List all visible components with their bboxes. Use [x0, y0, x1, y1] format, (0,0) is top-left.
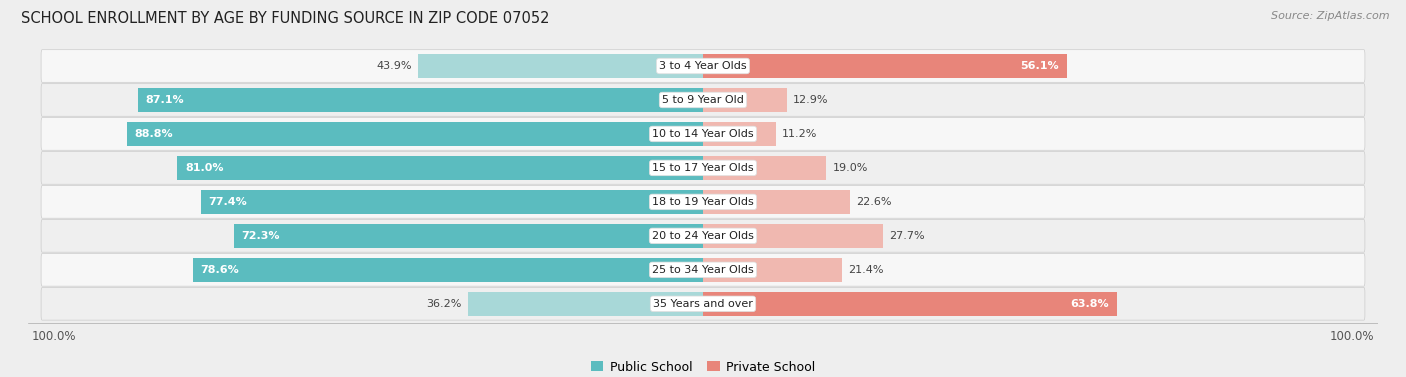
Bar: [201, 190, 703, 214]
Text: 78.6%: 78.6%: [201, 265, 239, 275]
Text: 43.9%: 43.9%: [377, 61, 412, 71]
Text: 87.1%: 87.1%: [146, 95, 184, 105]
FancyBboxPatch shape: [41, 254, 1365, 286]
Text: 27.7%: 27.7%: [889, 231, 925, 241]
Text: 56.1%: 56.1%: [1021, 61, 1059, 71]
FancyBboxPatch shape: [41, 219, 1365, 252]
Text: 3 to 4 Year Olds: 3 to 4 Year Olds: [659, 61, 747, 71]
Text: 5 to 9 Year Old: 5 to 9 Year Old: [662, 95, 744, 105]
Bar: [703, 88, 787, 112]
Bar: [138, 88, 703, 112]
Text: 20 to 24 Year Olds: 20 to 24 Year Olds: [652, 231, 754, 241]
Text: 12.9%: 12.9%: [793, 95, 828, 105]
Legend: Public School, Private School: Public School, Private School: [586, 356, 820, 377]
Text: 63.8%: 63.8%: [1070, 299, 1109, 309]
Bar: [193, 257, 703, 282]
FancyBboxPatch shape: [41, 84, 1365, 116]
Text: 72.3%: 72.3%: [242, 231, 280, 241]
FancyBboxPatch shape: [41, 50, 1365, 82]
Text: 18 to 19 Year Olds: 18 to 19 Year Olds: [652, 197, 754, 207]
Text: 81.0%: 81.0%: [186, 163, 224, 173]
Text: 35 Years and over: 35 Years and over: [652, 299, 754, 309]
Text: 22.6%: 22.6%: [856, 197, 891, 207]
FancyBboxPatch shape: [41, 288, 1365, 320]
Bar: [703, 291, 1116, 316]
Text: 77.4%: 77.4%: [208, 197, 247, 207]
Text: 11.2%: 11.2%: [782, 129, 817, 139]
Text: 36.2%: 36.2%: [426, 299, 461, 309]
Bar: [468, 291, 703, 316]
Text: SCHOOL ENROLLMENT BY AGE BY FUNDING SOURCE IN ZIP CODE 07052: SCHOOL ENROLLMENT BY AGE BY FUNDING SOUR…: [21, 11, 550, 26]
Text: Source: ZipAtlas.com: Source: ZipAtlas.com: [1271, 11, 1389, 21]
FancyBboxPatch shape: [41, 185, 1365, 218]
Bar: [703, 156, 827, 180]
Bar: [703, 190, 849, 214]
Bar: [127, 122, 703, 146]
Bar: [703, 54, 1067, 78]
FancyBboxPatch shape: [41, 118, 1365, 150]
Bar: [703, 224, 883, 248]
Text: 10 to 14 Year Olds: 10 to 14 Year Olds: [652, 129, 754, 139]
Text: 21.4%: 21.4%: [848, 265, 884, 275]
Bar: [418, 54, 703, 78]
Text: 25 to 34 Year Olds: 25 to 34 Year Olds: [652, 265, 754, 275]
Text: 19.0%: 19.0%: [832, 163, 868, 173]
FancyBboxPatch shape: [41, 152, 1365, 184]
Bar: [703, 257, 842, 282]
Text: 15 to 17 Year Olds: 15 to 17 Year Olds: [652, 163, 754, 173]
Bar: [177, 156, 703, 180]
Bar: [233, 224, 703, 248]
Bar: [703, 122, 776, 146]
Text: 88.8%: 88.8%: [135, 129, 173, 139]
